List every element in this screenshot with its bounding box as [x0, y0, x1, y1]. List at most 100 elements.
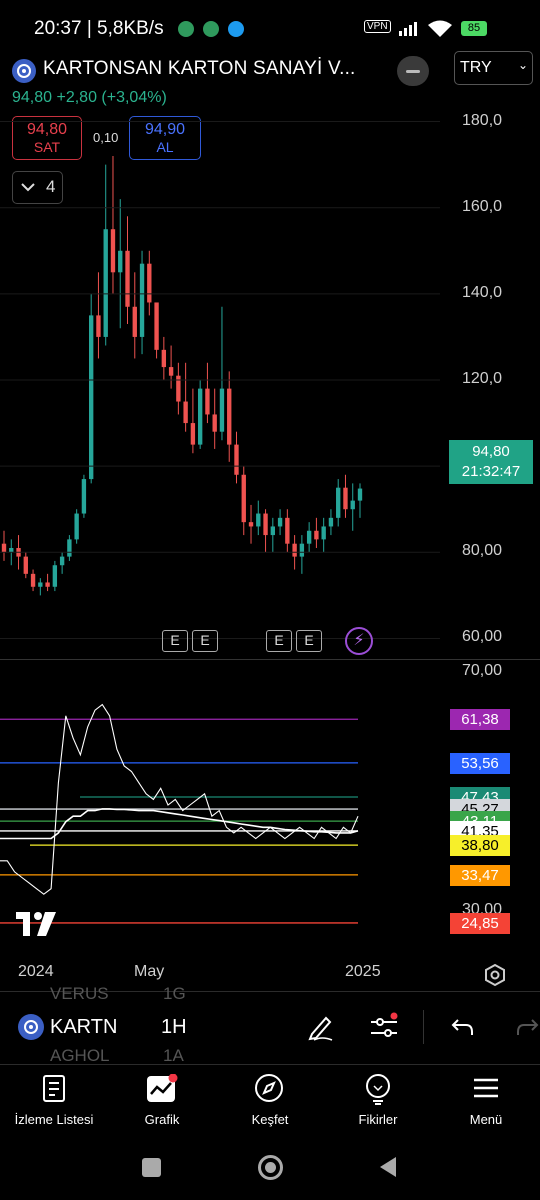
notification-icon-1	[178, 21, 194, 37]
indicator-level-tag: 61,38	[450, 709, 510, 731]
ideas-lightbulb-icon	[366, 1074, 390, 1105]
drawing-pen-icon[interactable]	[306, 1012, 334, 1042]
candle-up	[9, 548, 14, 553]
indicators-toggle[interactable]: 4	[12, 171, 63, 204]
candle-up	[139, 263, 145, 337]
currency-select[interactable]: TRY ⌄	[454, 51, 533, 85]
candle-down	[343, 487, 348, 510]
ghost-symbol: VERUS	[50, 984, 109, 1003]
nav-watchlist[interactable]: İzleme Listesi	[14, 1112, 94, 1127]
candle-down	[23, 556, 28, 574]
earnings-event-marker[interactable]: E	[266, 630, 292, 652]
candle-down	[96, 315, 101, 337]
redo-icon[interactable]	[514, 1016, 540, 1038]
vpn-badge: VPN	[364, 20, 391, 33]
buy-label: AL	[156, 139, 174, 155]
candle-up	[81, 479, 87, 514]
indicator-smoothed-line	[0, 808, 359, 840]
candle-up	[256, 513, 261, 527]
candle-down	[125, 250, 130, 307]
candle-down	[168, 367, 174, 376]
indicator-level-tag: 53,56	[450, 752, 510, 774]
sell-button[interactable]: 94,80 SAT	[12, 116, 82, 160]
explore-compass-icon	[255, 1074, 283, 1102]
candle-up	[357, 488, 363, 501]
status-time: 20:37 | 5,8KB/s	[34, 18, 164, 39]
candle-up	[103, 229, 108, 337]
candle-down	[234, 444, 239, 475]
candle-down	[314, 530, 319, 540]
pane-divider[interactable]	[0, 659, 540, 660]
timeframe-selector[interactable]: 1H	[161, 1016, 187, 1038]
indicator-level-tag: 33,47	[450, 864, 510, 886]
candle-down	[154, 302, 159, 350]
collapse-button[interactable]	[397, 56, 429, 86]
buy-button[interactable]: 94,90 AL	[129, 116, 201, 160]
earnings-event-marker[interactable]: E	[162, 630, 188, 652]
indicator-line	[0, 703, 359, 895]
candle-up	[321, 526, 326, 540]
candle-up	[52, 565, 58, 587]
price-gridlines	[0, 121, 440, 639]
recent-apps-button[interactable]	[142, 1158, 161, 1177]
candle-up	[89, 315, 94, 480]
notification-icon-2	[203, 21, 219, 37]
wifi-icon	[428, 20, 452, 37]
twitter-icon	[228, 21, 244, 37]
earnings-event-marker[interactable]: E	[296, 630, 322, 652]
candle-down	[205, 388, 210, 415]
sell-price: 94,80	[26, 121, 68, 138]
bottom-nav	[0, 1066, 540, 1138]
currency-value: TRY	[460, 59, 492, 76]
symbol-selector[interactable]: KARTN	[50, 1016, 118, 1038]
candle-up	[219, 388, 225, 432]
nav-explore[interactable]: Keşfet	[251, 1112, 289, 1127]
candle-down	[241, 474, 246, 523]
candle-down	[30, 573, 36, 587]
undo-icon[interactable]	[450, 1016, 476, 1038]
candle-up	[118, 250, 123, 273]
price-change: 94,80 +2,80 (+3,04%)	[12, 89, 167, 106]
bar-countdown: 21:32:47	[461, 463, 521, 480]
menu-hamburger-icon	[474, 1078, 498, 1098]
candle-up	[336, 487, 341, 518]
battery-icon: 85	[461, 21, 487, 36]
nav-chart[interactable]: Grafik	[144, 1112, 180, 1127]
candle-down	[1, 543, 7, 553]
time-axis-label: 2024	[18, 963, 54, 980]
settings-gear-icon[interactable]	[483, 963, 507, 987]
earnings-event-marker[interactable]: E	[192, 630, 218, 652]
time-axis-label: 2025	[345, 963, 381, 980]
divider	[0, 991, 540, 992]
indicator-settings-icon[interactable]	[368, 1012, 400, 1042]
lightning-icon[interactable]: ⚡	[345, 627, 373, 655]
price-axis-label: 60,00	[462, 628, 503, 646]
symbol-title[interactable]: KARTONSAN KARTON SANAYİ V...	[43, 58, 356, 79]
symbol-logo	[18, 1014, 44, 1040]
candle-down	[161, 349, 167, 368]
candle-up	[328, 517, 334, 527]
tradingview-logo	[16, 912, 56, 936]
home-button[interactable]	[258, 1155, 283, 1180]
nav-menu[interactable]: Menü	[469, 1112, 503, 1127]
price-axis-label: 160,0	[462, 197, 503, 215]
candle-down	[183, 401, 188, 424]
divider	[0, 1064, 540, 1065]
indicator-chart[interactable]	[0, 660, 445, 950]
candle-down	[263, 513, 268, 536]
buy-price: 94,90	[144, 121, 186, 138]
candle-down	[147, 263, 152, 303]
back-button[interactable]	[378, 1156, 398, 1178]
indicator-axis-label: 70,00	[462, 662, 503, 679]
toolbar-divider	[423, 1010, 424, 1044]
candle-down	[212, 414, 217, 432]
time-axis-label: May	[134, 963, 165, 980]
candle-down	[292, 543, 297, 557]
nav-ideas[interactable]: Fikirler	[358, 1112, 398, 1127]
candle-up	[350, 500, 355, 510]
price-chart[interactable]	[0, 100, 445, 660]
candle-up	[270, 526, 275, 536]
sell-label: SAT	[33, 139, 61, 155]
last-price-tag: 94,80 21:32:47	[449, 440, 533, 484]
candle-down	[285, 517, 290, 544]
